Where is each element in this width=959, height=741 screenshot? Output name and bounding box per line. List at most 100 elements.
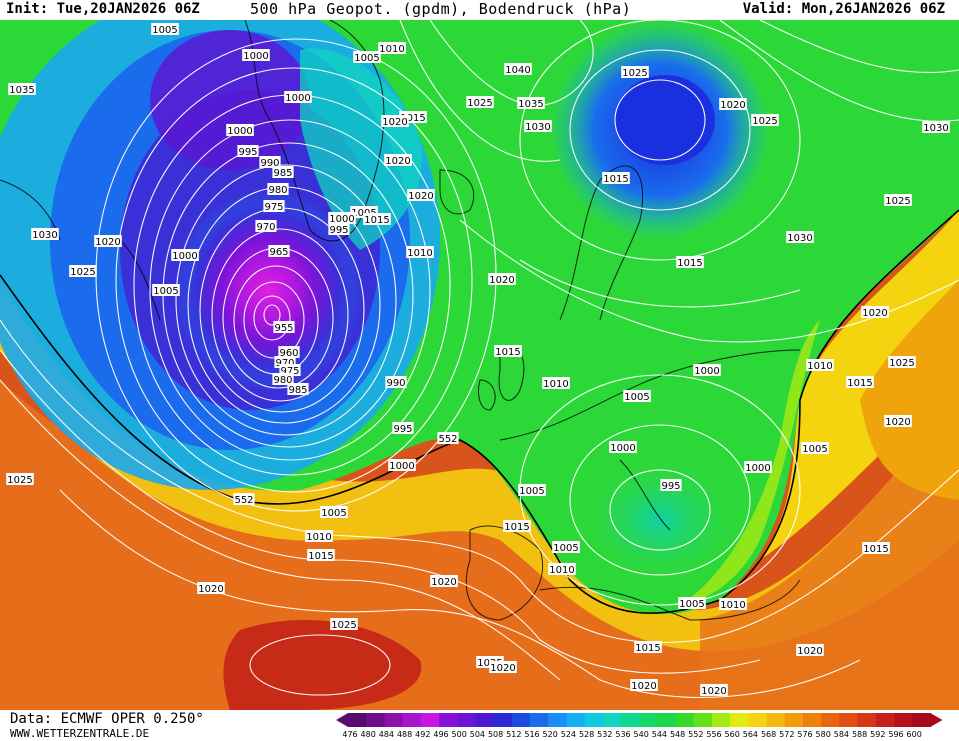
isobar-label: 1000 — [389, 461, 414, 472]
isobar-label-bg — [861, 306, 889, 318]
isobar-label-bg — [353, 51, 381, 63]
legend-swatch — [584, 713, 604, 727]
legend-tick-label: 496 — [433, 730, 448, 739]
isobar-label: 1015 — [863, 544, 888, 555]
isobar-label-bg — [152, 284, 180, 296]
isobar-label-bg — [494, 345, 522, 357]
isobar-label-bg — [406, 246, 434, 258]
legend-swatch — [475, 713, 495, 727]
isobar-label-bg — [676, 256, 704, 268]
legend-tick-label: 596 — [888, 730, 903, 739]
isobar-label-bg — [378, 42, 406, 54]
legend-tick-label: 584 — [834, 730, 849, 739]
valid-time: Valid: Mon,26JAN2026 06Z — [742, 1, 945, 17]
legend-swatch — [548, 713, 567, 727]
isobar-label: 960 — [279, 348, 298, 359]
isobar-label-bg — [437, 432, 459, 444]
isobar-label: 1020 — [431, 577, 456, 588]
isobar-label-bg — [884, 415, 912, 427]
isobar-label-bg — [634, 641, 662, 653]
field-orange-ne — [860, 280, 959, 500]
isobar-label-bg — [305, 530, 333, 542]
legend-swatch — [803, 713, 822, 727]
legend-swatch — [748, 713, 768, 727]
legend-tick-label: 476 — [342, 730, 357, 739]
isobar-label-bg — [700, 684, 728, 696]
isobar-label-bg — [524, 120, 552, 132]
isobar-label-bg — [392, 422, 414, 434]
legend-swatch — [566, 713, 586, 727]
isobar-label-bg — [273, 321, 295, 333]
legend-swatch — [821, 713, 840, 727]
init-time: Init: Tue,20JAN2026 06Z — [6, 1, 200, 17]
isobar-label: 985 — [273, 168, 292, 179]
isobar-label: 1030 — [787, 233, 812, 244]
isobar-label: 1015 — [603, 174, 628, 185]
isobar-label-bg — [242, 49, 270, 61]
isobar-label-bg — [363, 213, 391, 225]
isobar-label-bg — [518, 484, 546, 496]
field-greenland — [300, 48, 422, 250]
legend-tick-label: 528 — [579, 730, 594, 739]
legend-tick-label: 484 — [379, 730, 394, 739]
isobar-label: 965 — [269, 247, 288, 258]
isobar-label: 1030 — [923, 123, 948, 134]
legend-arrow-left — [336, 713, 348, 727]
isobar-label: 980 — [268, 185, 287, 196]
isobar-label-bg — [719, 98, 747, 110]
isobar-label-bg — [171, 249, 199, 261]
legend-swatch — [693, 713, 713, 727]
isobar-label: 1005 — [802, 444, 827, 455]
isobar-label-bg — [430, 575, 458, 587]
isobar-label-bg — [267, 183, 289, 195]
isobar-label-bg — [226, 124, 254, 136]
weather-map: 1005 1000 1005 1010 1035 1000 1015 1020 1040 1025… — [0, 20, 959, 710]
isobar-label: 970 — [275, 358, 294, 369]
isobar-label-bg — [846, 376, 874, 388]
legend-swatch — [894, 713, 913, 727]
legend-tick-label: 588 — [852, 730, 867, 739]
isobar-label-bg — [8, 83, 36, 95]
isobar-label-bg — [268, 245, 290, 257]
map-header: Init: Tue,20JAN2026 06Z 500 hPa Geopot. … — [0, 0, 959, 20]
isobar-label: 1010 — [306, 532, 331, 543]
isobar-label: 552 — [234, 495, 253, 506]
isobar-label-bg — [328, 223, 350, 235]
isobar-label-bg — [385, 376, 407, 388]
legend-swatch — [457, 713, 476, 727]
isobar-label: 995 — [329, 225, 348, 236]
isobar-label: 1005 — [679, 599, 704, 610]
isobar-label: 1025 — [622, 68, 647, 79]
legend-tick-label: 492 — [415, 730, 430, 739]
legend-tick-label: 504 — [470, 730, 485, 739]
isobar-label-bg — [320, 506, 348, 518]
isobar-label: 975 — [264, 202, 283, 213]
isobar-label: 1040 — [505, 65, 530, 76]
isobar-label: 1000 — [610, 443, 635, 454]
legend-swatch — [784, 713, 804, 727]
isobars — [0, 20, 959, 698]
legend-tick-label: 552 — [688, 730, 703, 739]
isobar-label: 1015 — [308, 551, 333, 562]
legend-tick-label: 544 — [652, 730, 667, 739]
isobar-label-bg — [548, 563, 576, 575]
isobar-label: 980 — [273, 375, 292, 386]
isobar-label: 1025 — [7, 475, 32, 486]
isobar-label: 1020 — [489, 275, 514, 286]
legend-swatch — [511, 713, 531, 727]
legend-swatch — [439, 713, 458, 727]
isobar-label-bg — [719, 598, 747, 610]
isobar-label-bg — [621, 66, 649, 78]
isobar-label-bg — [263, 200, 285, 212]
legend-swatch — [420, 713, 440, 727]
isobar-label: 1030 — [32, 230, 57, 241]
isobar-label: 1025 — [885, 196, 910, 207]
legend-swatch — [839, 713, 859, 727]
isobar-label-bg — [255, 220, 277, 232]
isobar-label: 1005 — [519, 486, 544, 497]
legend-tick-label: 500 — [452, 730, 467, 739]
isobar-label: 1005 — [321, 508, 346, 519]
isobar-label-bg — [381, 115, 409, 127]
isobar-label: 1015 — [847, 378, 872, 389]
